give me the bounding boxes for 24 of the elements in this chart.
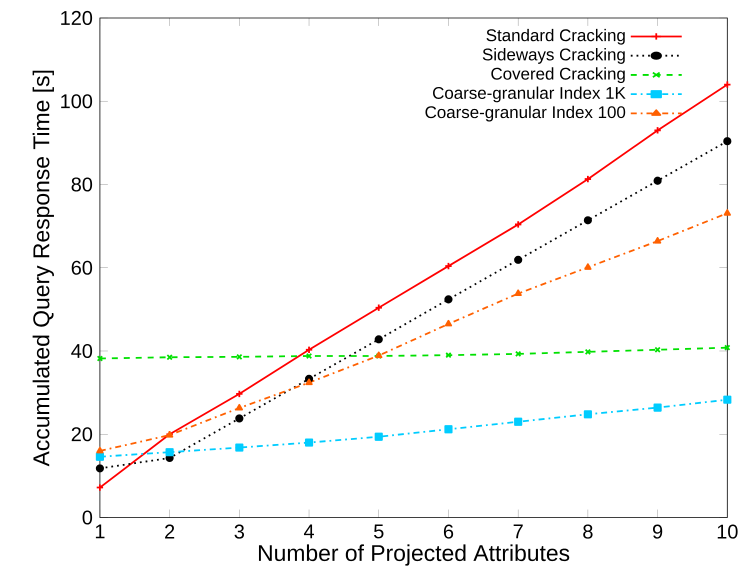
x-tick-label: 6 [444,524,454,538]
y-tick-label: 120 [61,10,92,25]
x-tick-label: 7 [514,524,523,538]
y-tick-label: 40 [71,344,92,358]
x-tick-label: 4 [304,524,314,538]
y-tick-label: 100 [61,94,92,108]
legend-label: Sideways Cracking [482,48,625,64]
legend-label: Coarse-granular Index 100 [425,106,626,122]
x-tick-label: 9 [652,524,662,538]
x-tick-label: 10 [718,524,738,538]
y-tick-label: 20 [72,426,92,442]
legend-label: Standard Cracking [486,28,625,44]
x-tick-label: 2 [165,524,174,538]
x-tick-label: 8 [583,524,593,538]
x-tick-label: 5 [374,524,384,538]
y-axis-title: Accumulated Query Response Time [s] [32,70,54,466]
x-axis-title: Number of Projected Attributes [258,544,570,566]
legend-label: Coarse-granular Index 1K [433,86,626,102]
legend-label: Covered Cracking [491,67,625,83]
x-tick-label: 1 [96,524,104,538]
x-tick-label: 3 [234,524,244,538]
y-tick-label: 80 [72,177,92,192]
y-tick-label: 60 [72,260,92,275]
y-tick-label: 0 [82,510,92,524]
